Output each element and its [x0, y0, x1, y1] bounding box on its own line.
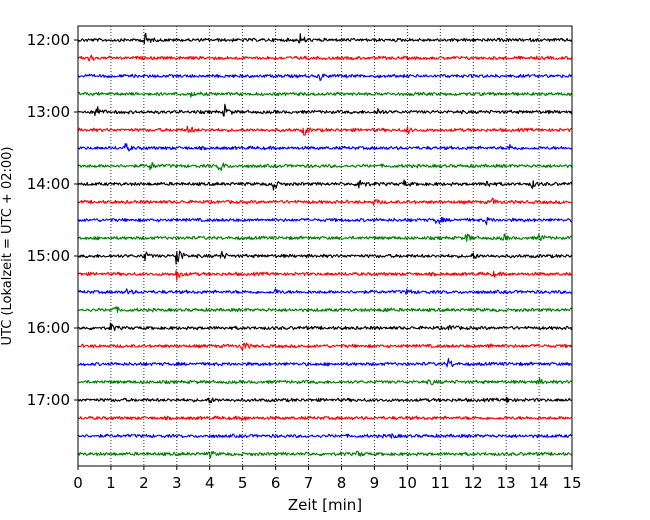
trace-line-1330: [77, 143, 573, 152]
x-tick-label: 12: [464, 474, 483, 492]
x-tick-label: 2: [139, 474, 149, 492]
trace-line-1745: [77, 450, 573, 459]
x-tick-label: 7: [304, 474, 314, 492]
trace-line-1430: [77, 216, 573, 226]
x-tick-label: 4: [205, 474, 215, 492]
trace-line-1615: [77, 342, 573, 352]
trace-line-1500: [77, 250, 573, 265]
trace-line-1515: [77, 270, 573, 281]
plot-frame: [77, 25, 573, 467]
x-tick-label: 11: [431, 474, 450, 492]
trace-line-1730: [77, 433, 573, 439]
trace-line-1245: [77, 91, 573, 98]
trace-line-1315: [77, 125, 573, 136]
x-tick-label: 0: [73, 474, 83, 492]
x-axis-title: Zeit [min]: [288, 496, 362, 514]
trace-line-1230: [77, 73, 573, 81]
trace-line-1645: [77, 377, 573, 386]
y-tick-label: 12:00: [27, 31, 70, 49]
y-tick-label: 13:00: [27, 103, 70, 121]
y-tick-label: 15:00: [27, 247, 70, 265]
trace-line-1700: [77, 396, 573, 404]
trace-line-1445: [77, 233, 573, 242]
x-tick-label: 6: [271, 474, 281, 492]
x-axis-ticks: 0 1 2 3 4 5 6 7 8 9 10 11 12 13 14 15: [73, 466, 582, 492]
trace-lines: [77, 32, 573, 459]
y-tick-label: 16:00: [27, 319, 70, 337]
trace-line-1415: [77, 197, 573, 206]
x-tick-label: 1: [106, 474, 116, 492]
y-axis-ticks: 12:00 13:00 14:00 15:00 16:00 17:00: [27, 31, 78, 409]
x-tick-label: 13: [497, 474, 516, 492]
trace-line-1600: [77, 322, 573, 332]
grid-lines: [110, 26, 540, 466]
x-tick-label: 9: [370, 474, 380, 492]
trace-line-1545: [77, 306, 573, 313]
trace-line-1215: [77, 54, 573, 62]
x-tick-label: 10: [398, 474, 417, 492]
y-tick-label: 17:00: [27, 391, 70, 409]
trace-line-1200: [77, 32, 573, 45]
plot-area: [78, 26, 572, 466]
y-tick-label: 14:00: [27, 175, 70, 193]
x-tick-label: 15: [562, 474, 581, 492]
trace-line-1300: [77, 103, 573, 117]
trace-line-1400: [77, 179, 573, 191]
x-tick-label: 5: [238, 474, 248, 492]
trace-line-1715: [77, 415, 573, 421]
trace-line-1530: [77, 288, 573, 295]
x-tick-label: 14: [530, 474, 549, 492]
trace-line-1345: [77, 162, 573, 172]
trace-line-1630: [77, 358, 573, 368]
y-axis-title: UTC (Lokalzeit = UTC + 02:00): [0, 147, 15, 346]
x-tick-label: 3: [172, 474, 182, 492]
x-tick-label: 8: [337, 474, 347, 492]
